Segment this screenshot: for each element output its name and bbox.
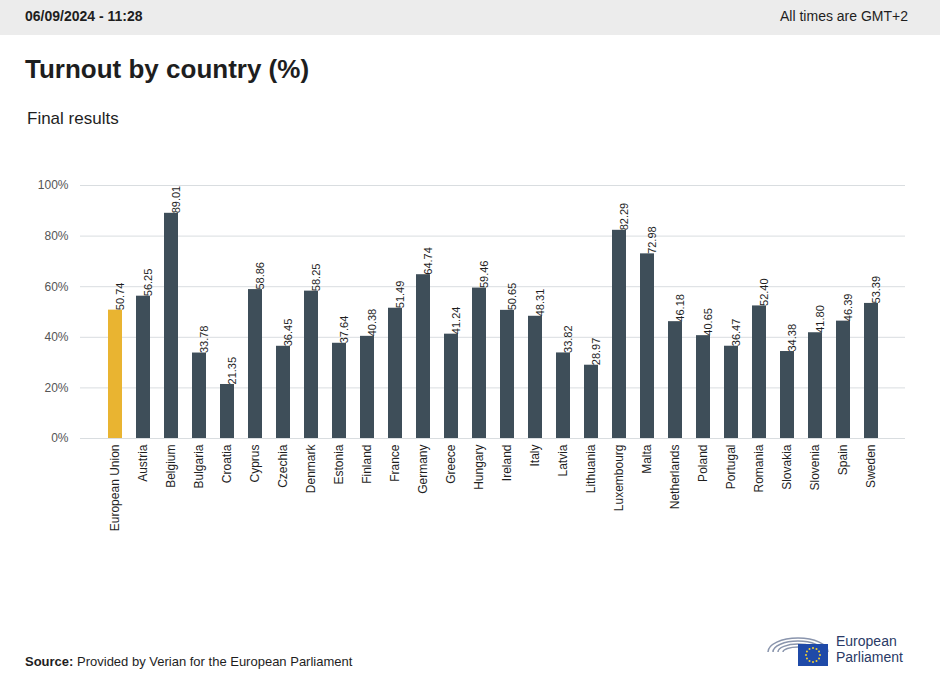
svg-text:Portugal: Portugal: [724, 445, 738, 490]
svg-text:20%: 20%: [44, 381, 68, 395]
svg-text:0%: 0%: [51, 431, 69, 445]
svg-text:France: France: [388, 444, 402, 482]
svg-text:51.49: 51.49: [394, 281, 406, 309]
svg-text:80%: 80%: [44, 229, 68, 243]
svg-text:33.78: 33.78: [198, 326, 210, 354]
svg-text:40%: 40%: [44, 330, 68, 344]
svg-text:Denmark: Denmark: [304, 444, 318, 494]
svg-text:50.65: 50.65: [506, 283, 518, 311]
svg-text:59.46: 59.46: [478, 261, 490, 289]
svg-text:28.97: 28.97: [590, 338, 602, 366]
html-text:Parliament: Parliament: [836, 649, 903, 665]
svg-text:European Union: European Union: [108, 445, 122, 532]
svg-text:Lithuania: Lithuania: [584, 444, 598, 493]
html-text:Final results: Final results: [27, 109, 119, 128]
svg-text:Czechia: Czechia: [276, 444, 290, 488]
svg-text:Sweden: Sweden: [864, 445, 878, 488]
svg-text:Latvia: Latvia: [556, 444, 570, 476]
svg-text:52.40: 52.40: [758, 278, 770, 306]
svg-text:Slovakia: Slovakia: [780, 444, 794, 490]
html-text:European: European: [836, 633, 897, 649]
svg-text:89.01: 89.01: [170, 186, 182, 214]
svg-text:100%: 100%: [38, 178, 69, 192]
svg-text:Italy: Italy: [528, 445, 542, 467]
svg-text:36.47: 36.47: [730, 319, 742, 347]
svg-text:Poland: Poland: [696, 445, 710, 482]
svg-text:Ireland: Ireland: [500, 445, 514, 482]
svg-text:Spain: Spain: [836, 445, 850, 476]
svg-text:40.65: 40.65: [702, 308, 714, 336]
svg-text:Hungary: Hungary: [472, 445, 486, 490]
svg-text:Finland: Finland: [360, 445, 374, 484]
svg-text:58.25: 58.25: [310, 264, 322, 292]
svg-text:Cyprus: Cyprus: [248, 445, 262, 483]
html-text:All times are GMT+2: All times are GMT+2: [780, 8, 908, 24]
svg-text:Austria: Austria: [136, 444, 150, 482]
svg-text:34.38: 34.38: [786, 324, 798, 352]
html-text:Turnout by country (%): Turnout by country (%): [25, 54, 309, 84]
html-text:06/09/2024 - 11:28: 06/09/2024 - 11:28: [25, 8, 143, 24]
svg-text:Bulgaria: Bulgaria: [192, 444, 206, 488]
svg-text:Luxembourg: Luxembourg: [612, 445, 626, 512]
svg-text:Slovenia: Slovenia: [808, 444, 822, 490]
svg-text:48.31: 48.31: [534, 289, 546, 317]
svg-text:72.98: 72.98: [646, 226, 658, 254]
svg-text:Netherlands: Netherlands: [668, 445, 682, 510]
svg-text:58.86: 58.86: [254, 262, 266, 290]
svg-text:46.18: 46.18: [674, 294, 686, 322]
svg-text:21.35: 21.35: [226, 357, 238, 385]
svg-text:41.80: 41.80: [814, 305, 826, 333]
svg-text:56.25: 56.25: [142, 269, 154, 297]
svg-text:53.39: 53.39: [870, 276, 882, 304]
svg-text:33.82: 33.82: [562, 325, 574, 353]
svg-text:Estonia: Estonia: [332, 444, 346, 484]
svg-text:36.45: 36.45: [282, 319, 294, 347]
svg-text:46.39: 46.39: [842, 294, 854, 322]
svg-text:37.64: 37.64: [338, 316, 350, 344]
svg-text:82.29: 82.29: [618, 203, 630, 231]
svg-text:Romania: Romania: [752, 444, 766, 492]
svg-text:Greece: Greece: [444, 444, 458, 484]
svg-text:60%: 60%: [44, 280, 68, 294]
svg-text:Croatia: Croatia: [220, 444, 234, 483]
svg-text:Belgium: Belgium: [164, 445, 178, 488]
svg-text:50.74: 50.74: [114, 283, 126, 311]
svg-text:41.24: 41.24: [450, 307, 462, 335]
svg-text:Germany: Germany: [416, 445, 430, 494]
html-text:Source: Provided by Verian for: Source: Provided by Verian for the Europ…: [25, 654, 353, 669]
svg-text:64.74: 64.74: [422, 247, 434, 275]
svg-text:40.38: 40.38: [366, 309, 378, 337]
svg-text:Malta: Malta: [640, 444, 654, 474]
